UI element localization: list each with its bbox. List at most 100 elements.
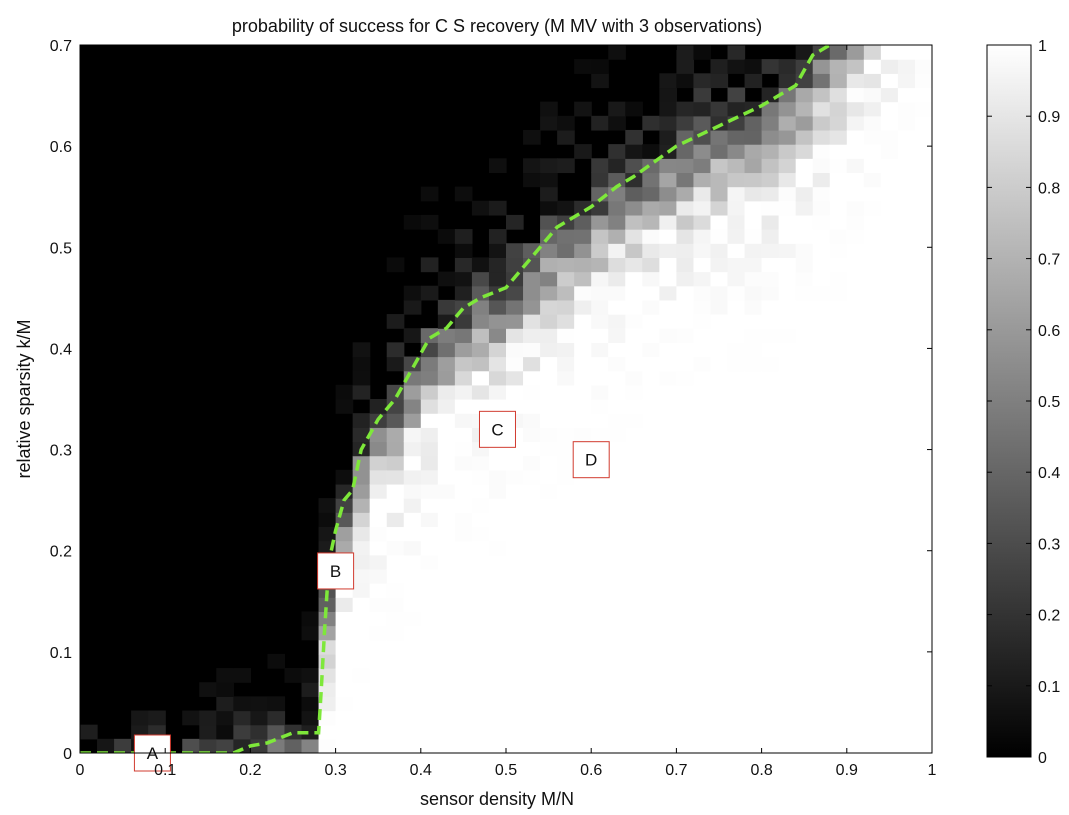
heatmap-cell — [846, 384, 865, 400]
heatmap-cell — [540, 200, 558, 216]
heatmap-cell — [897, 483, 916, 499]
heatmap-cell — [914, 73, 932, 89]
heatmap-cell — [744, 568, 763, 584]
heatmap-cell — [829, 483, 848, 499]
colorbar-tick-label: 0.6 — [1038, 323, 1060, 340]
chart-title: probability of success for C S recovery … — [232, 16, 762, 36]
heatmap-cell — [761, 554, 780, 570]
heatmap-cell — [846, 583, 865, 598]
heatmap-cell — [897, 724, 916, 740]
heatmap-cell — [676, 540, 695, 556]
heatmap-cell — [897, 526, 916, 542]
heatmap-cell — [352, 483, 371, 499]
heatmap-cell — [761, 370, 780, 386]
heatmap-cell — [557, 356, 575, 372]
heatmap-cell — [863, 370, 882, 386]
heatmap-cell — [488, 229, 507, 244]
heatmap-cell — [506, 526, 524, 542]
heatmap-cell — [676, 115, 695, 131]
heatmap-cell — [591, 172, 609, 188]
heatmap-cell — [812, 299, 831, 315]
heatmap-cell — [795, 200, 814, 216]
heatmap-cell — [761, 611, 780, 627]
heatmap-cell — [523, 682, 541, 697]
heatmap-cell — [761, 129, 780, 145]
heatmap-cell — [761, 738, 780, 753]
heatmap-cell — [846, 45, 865, 60]
heatmap-cell — [795, 271, 814, 287]
heatmap-cell — [744, 115, 763, 131]
heatmap-cell — [420, 498, 439, 513]
heatmap-cell — [914, 469, 932, 485]
heatmap-cell — [523, 469, 541, 485]
heatmap-cell — [608, 45, 626, 60]
x-axis-title: sensor density M/N — [420, 789, 574, 809]
heatmap-cell — [829, 285, 848, 301]
heatmap-cell — [540, 271, 558, 287]
heatmap-cell — [897, 399, 916, 414]
heatmap-cell — [761, 399, 780, 414]
heatmap-cell — [727, 441, 746, 457]
heatmap-cell — [880, 413, 899, 428]
heatmap-cell — [574, 498, 592, 513]
heatmap-cell — [540, 498, 558, 513]
heatmap-cell — [625, 653, 643, 669]
heatmap-cell — [778, 172, 797, 188]
heatmap-cell — [437, 611, 456, 627]
heatmap-cell — [506, 597, 524, 612]
heatmap-cell — [761, 469, 780, 485]
heatmap-cell — [591, 158, 609, 174]
heatmap-cell — [744, 639, 763, 655]
heatmap-cell — [437, 498, 456, 513]
heatmap-cell — [914, 554, 932, 570]
heatmap-cell — [642, 540, 660, 556]
heatmap-cell — [369, 512, 388, 528]
heatmap-cell — [557, 540, 575, 556]
heatmap-cell — [676, 271, 695, 287]
heatmap-cell — [352, 682, 371, 697]
heatmap-cell — [540, 285, 558, 301]
heatmap-cell — [488, 469, 507, 485]
heatmap-cell — [880, 299, 899, 315]
heatmap-cell — [897, 653, 916, 669]
heatmap-cell — [437, 526, 456, 542]
heatmap-cell — [420, 214, 439, 230]
heatmap-cell — [659, 625, 677, 641]
heatmap-cell — [454, 653, 473, 669]
heatmap-cell — [454, 370, 473, 386]
heatmap-cell — [488, 738, 507, 753]
heatmap-cell — [523, 342, 541, 358]
heatmap-cell — [403, 455, 422, 471]
heatmap-cell — [727, 271, 746, 287]
heatmap-cell — [846, 738, 865, 753]
heatmap-cell — [540, 554, 558, 570]
heatmap-cell — [744, 158, 763, 174]
heatmap-cell — [897, 229, 916, 244]
heatmap-cell — [863, 285, 882, 301]
heatmap-cell — [812, 73, 831, 89]
heatmap-cell — [437, 356, 456, 372]
heatmap-cell — [897, 299, 916, 315]
heatmap-cell — [488, 271, 507, 287]
heatmap-cell — [437, 370, 456, 386]
heatmap-cell — [795, 87, 814, 103]
heatmap-cell — [369, 625, 388, 641]
heatmap-cell — [897, 710, 916, 726]
heatmap-cell — [795, 540, 814, 556]
heatmap-cell — [386, 724, 405, 740]
heatmap-cell — [761, 710, 780, 726]
heatmap-cell — [863, 597, 882, 612]
heatmap-cell — [761, 639, 780, 655]
heatmap-cell — [829, 129, 848, 145]
heatmap-cell — [761, 186, 780, 202]
heatmap-cell — [420, 653, 439, 669]
heatmap-cell — [829, 59, 848, 74]
heatmap-cell — [523, 299, 541, 315]
heatmap-cell — [778, 299, 797, 315]
heatmap-cell — [846, 668, 865, 683]
heatmap-cell — [676, 158, 695, 174]
heatmap-cell — [880, 200, 899, 216]
heatmap-cell — [778, 724, 797, 740]
heatmap-cell — [659, 115, 677, 131]
heatmap-cell — [693, 356, 712, 372]
